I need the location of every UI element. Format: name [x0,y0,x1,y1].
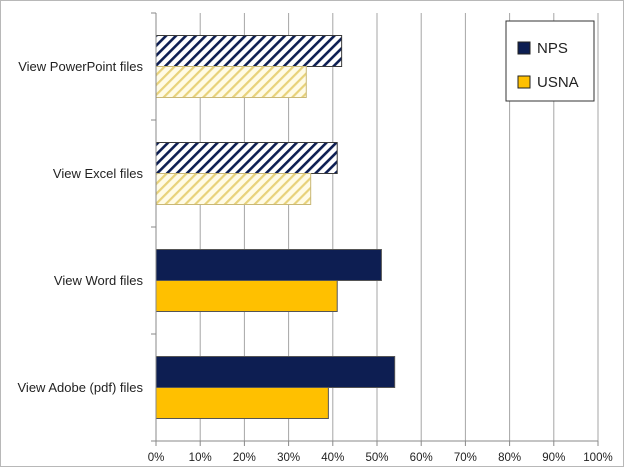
legend-label-nps: NPS [537,40,568,57]
legend-label-usna: USNA [537,74,579,91]
category-label: View PowerPoint files [18,59,143,74]
x-tick-label: 20% [233,452,256,464]
x-tick-label: 0% [148,452,165,464]
category-label: View Word files [54,273,144,288]
bar-usna-2 [155,173,312,205]
x-tick-label: 100% [583,452,612,464]
bar-usna-3 [155,280,338,312]
x-tick-label: 10% [189,452,212,464]
category-label: View Adobe (pdf) files [18,380,144,395]
x-tick-label: 60% [410,452,433,464]
legend-swatch-nps [517,41,531,55]
x-tick-label: 80% [498,452,521,464]
bar-usna-4 [155,387,329,419]
legend: NPS USNA [505,20,595,102]
x-tick-label: 30% [277,452,300,464]
axes: 0% 10% 20% 30% 40% 50% 60% 70% 80% 90% 100% View Po… [18,12,613,464]
x-tick-label: 50% [365,452,388,464]
x-tick-label: 70% [454,452,477,464]
legend-swatch-usna [517,75,531,89]
bar-usna-1 [155,66,307,98]
bar-nps-2 [155,142,338,174]
bar-nps-4 [155,356,396,388]
bar-nps-1 [155,35,343,67]
bars [155,35,396,419]
x-tick-label: 40% [321,452,344,464]
x-tick-label: 90% [542,452,565,464]
category-label: View Excel files [53,166,144,181]
bar-nps-3 [155,249,382,281]
